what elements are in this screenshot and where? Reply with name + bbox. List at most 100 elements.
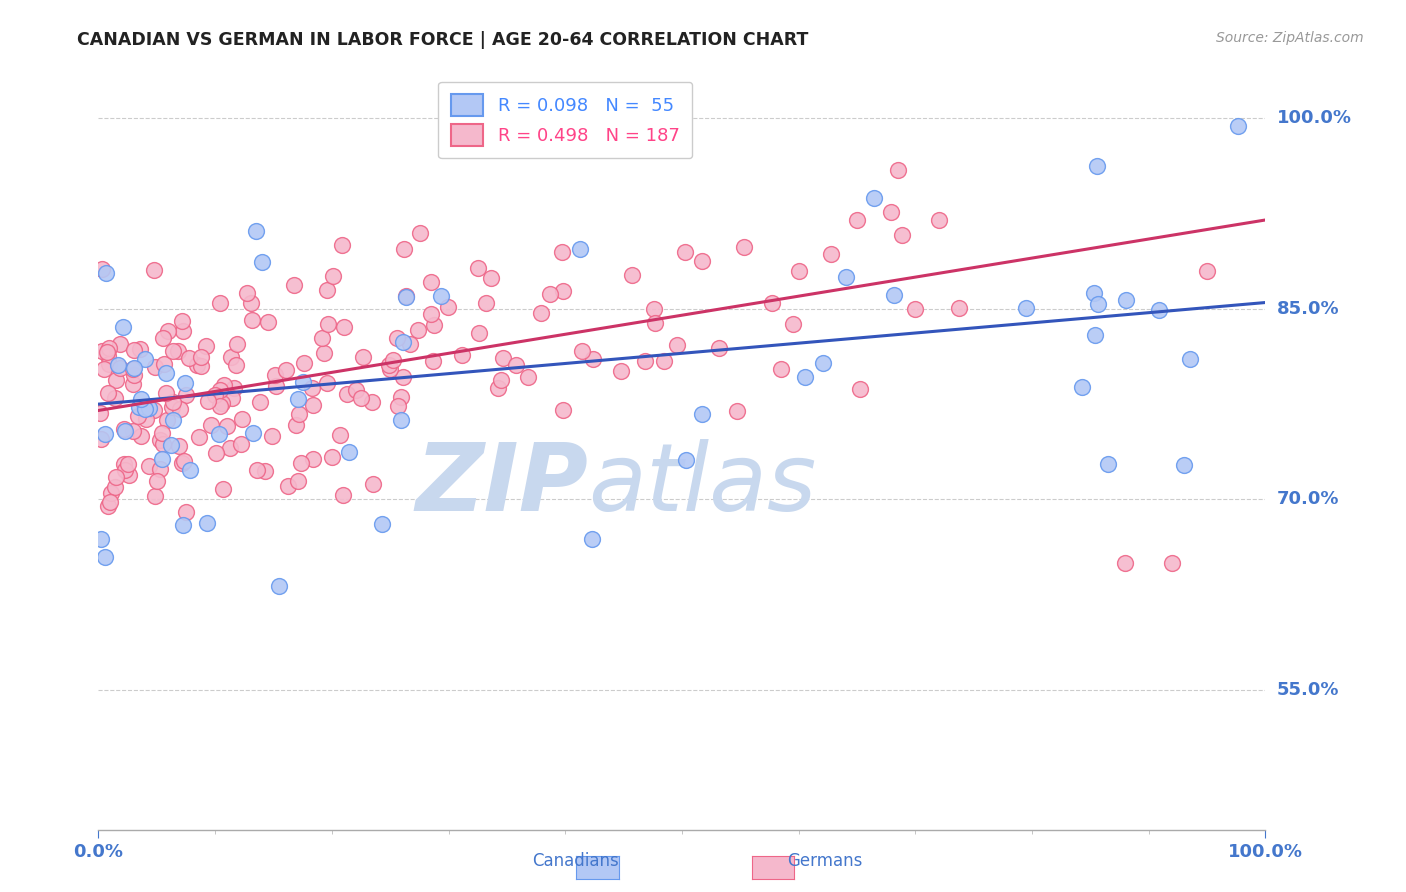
- Point: [143, 359, 166, 374]
- Point: [673, 245, 696, 260]
- Point: [264, 368, 287, 383]
- Point: [231, 436, 253, 450]
- Point: [378, 362, 401, 376]
- Point: [288, 408, 311, 422]
- Point: [890, 227, 912, 242]
- Point: [610, 364, 633, 378]
- Point: [1015, 301, 1038, 315]
- Point: [692, 407, 714, 421]
- Point: [761, 296, 783, 310]
- Point: [205, 446, 228, 460]
- Point: [174, 505, 197, 519]
- Point: [173, 454, 195, 468]
- Point: [1097, 457, 1119, 471]
- Point: [287, 475, 309, 489]
- Point: [311, 330, 333, 344]
- Point: [219, 350, 242, 364]
- Point: [186, 359, 208, 373]
- Point: [486, 381, 509, 395]
- Point: [665, 338, 688, 352]
- Point: [491, 351, 513, 365]
- Point: [1227, 119, 1250, 133]
- Text: atlas: atlas: [589, 440, 817, 531]
- Point: [787, 264, 810, 278]
- Point: [904, 301, 927, 316]
- Point: [505, 358, 527, 372]
- Point: [152, 331, 174, 345]
- Point: [172, 456, 194, 470]
- Point: [250, 255, 273, 269]
- Point: [422, 354, 444, 368]
- Point: [156, 413, 179, 427]
- Point: [112, 319, 135, 334]
- Point: [242, 425, 264, 440]
- Point: [218, 441, 240, 455]
- Point: [190, 350, 212, 364]
- Point: [1178, 351, 1201, 366]
- Point: [538, 287, 561, 301]
- Point: [222, 381, 245, 395]
- Point: [283, 277, 305, 292]
- Point: [1087, 297, 1109, 311]
- Point: [928, 213, 950, 227]
- Text: CANADIAN VS GERMAN IN LABOR FORCE | AGE 20-64 CORRELATION CHART: CANADIAN VS GERMAN IN LABOR FORCE | AGE …: [77, 31, 808, 49]
- Point: [707, 341, 730, 355]
- Point: [226, 336, 249, 351]
- Point: [217, 418, 239, 433]
- Point: [820, 246, 842, 260]
- Point: [90, 532, 112, 546]
- Point: [793, 370, 815, 384]
- Point: [883, 288, 905, 302]
- Point: [392, 334, 415, 349]
- Point: [98, 495, 121, 509]
- Point: [835, 269, 858, 284]
- Text: Source: ZipAtlas.com: Source: ZipAtlas.com: [1216, 31, 1364, 45]
- Point: [177, 351, 200, 365]
- Point: [122, 343, 145, 358]
- Point: [474, 296, 496, 310]
- Point: [254, 464, 277, 478]
- Point: [190, 359, 212, 374]
- Point: [148, 434, 170, 448]
- Point: [644, 316, 666, 330]
- Point: [1084, 328, 1107, 343]
- Point: [1085, 159, 1108, 173]
- Point: [849, 382, 872, 396]
- Point: [467, 261, 489, 276]
- Point: [382, 353, 405, 368]
- Point: [782, 317, 804, 331]
- Text: 55.0%: 55.0%: [1277, 681, 1339, 698]
- Point: [389, 413, 412, 427]
- Point: [172, 314, 194, 328]
- Point: [142, 403, 165, 417]
- Point: [581, 533, 603, 547]
- Point: [200, 417, 222, 432]
- Point: [301, 381, 323, 395]
- Point: [336, 387, 359, 401]
- Point: [399, 336, 422, 351]
- Text: 85.0%: 85.0%: [1277, 300, 1339, 318]
- Point: [153, 357, 176, 371]
- Point: [97, 386, 120, 401]
- Point: [290, 456, 312, 470]
- Point: [179, 463, 201, 477]
- Point: [378, 359, 401, 373]
- Point: [208, 383, 231, 397]
- Point: [89, 406, 111, 420]
- Point: [150, 426, 173, 441]
- Point: [409, 226, 432, 240]
- Point: [352, 350, 374, 364]
- Point: [516, 370, 538, 384]
- Text: ZIP: ZIP: [416, 439, 589, 531]
- Point: [174, 376, 197, 390]
- Point: [1161, 556, 1184, 570]
- Point: [530, 306, 553, 320]
- Point: [167, 438, 190, 452]
- Point: [162, 395, 184, 409]
- Point: [90, 432, 112, 446]
- Point: [195, 516, 218, 530]
- Point: [152, 437, 174, 451]
- Point: [100, 486, 122, 500]
- Point: [269, 579, 291, 593]
- Point: [117, 458, 139, 472]
